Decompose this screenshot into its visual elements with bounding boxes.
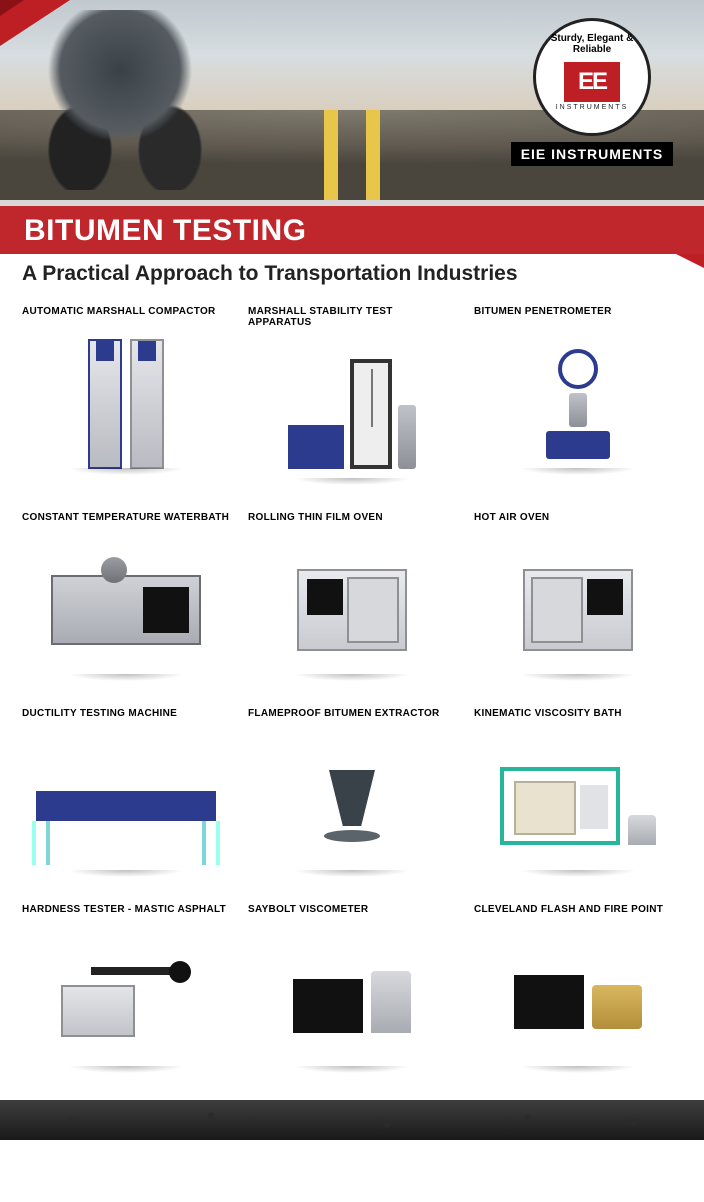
- product-title: KINEMATIC VISCOSITY BATH: [474, 708, 682, 720]
- title-band: BITUMEN TESTING: [0, 200, 704, 254]
- hero-banner: Sturdy, Elegant & Reliable EE INSTRUMENT…: [0, 0, 704, 200]
- product-title: HARDNESS TESTER - MASTIC ASPHALT: [22, 904, 230, 916]
- product-image: [474, 922, 682, 1082]
- product-card: HOT AIR OVEN: [474, 512, 682, 690]
- brand-tagline: Sturdy, Elegant & Reliable: [536, 33, 648, 55]
- product-title: SAYBOLT VISCOMETER: [248, 904, 456, 916]
- product-card: DUCTILITY TESTING MACHINE: [22, 708, 230, 886]
- product-image: [22, 530, 230, 690]
- product-image: [474, 530, 682, 690]
- product-title: MARSHALL STABILITY TEST APPARATUS: [248, 306, 456, 328]
- product-title: HOT AIR OVEN: [474, 512, 682, 524]
- product-title: ROLLING THIN FILM OVEN: [248, 512, 456, 524]
- brand-badge: Sturdy, Elegant & Reliable EE INSTRUMENT…: [508, 18, 676, 166]
- product-image: [248, 530, 456, 690]
- title-notch-icon: [676, 254, 704, 268]
- product-card: HARDNESS TESTER - MASTIC ASPHALT: [22, 904, 230, 1082]
- product-title: CONSTANT TEMPERATURE WATERBATH: [22, 512, 230, 524]
- product-image: [248, 726, 456, 886]
- product-grid: AUTOMATIC MARSHALL COMPACTOR MARSHALL ST…: [0, 302, 704, 1100]
- product-card: CONSTANT TEMPERATURE WATERBATH: [22, 512, 230, 690]
- title-top-stripe: [0, 200, 704, 206]
- product-title: CLEVELAND FLASH AND FIRE POINT: [474, 904, 682, 916]
- footer-texture: [0, 1100, 704, 1140]
- product-image: [22, 922, 230, 1082]
- brand-mark-sub: INSTRUMENTS: [556, 104, 629, 111]
- product-title: BITUMEN PENETROMETER: [474, 306, 682, 318]
- product-image: [474, 324, 682, 484]
- product-card: AUTOMATIC MARSHALL COMPACTOR: [22, 306, 230, 494]
- product-title: FLAMEPROOF BITUMEN EXTRACTOR: [248, 708, 456, 720]
- product-card: SAYBOLT VISCOMETER: [248, 904, 456, 1082]
- product-title: AUTOMATIC MARSHALL COMPACTOR: [22, 306, 230, 318]
- page: Sturdy, Elegant & Reliable EE INSTRUMENT…: [0, 0, 704, 1140]
- product-card: KINEMATIC VISCOSITY BATH: [474, 708, 682, 886]
- product-image: [248, 334, 456, 494]
- page-title: BITUMEN TESTING: [24, 214, 680, 248]
- product-image: [22, 324, 230, 484]
- product-card: MARSHALL STABILITY TEST APPARATUS: [248, 306, 456, 494]
- product-card: FLAMEPROOF BITUMEN EXTRACTOR: [248, 708, 456, 886]
- product-image: [474, 726, 682, 886]
- product-card: CLEVELAND FLASH AND FIRE POINT: [474, 904, 682, 1082]
- product-title: DUCTILITY TESTING MACHINE: [22, 708, 230, 720]
- brand-mark-icon: EE: [564, 62, 620, 102]
- brand-badge-circle: Sturdy, Elegant & Reliable EE INSTRUMENT…: [533, 18, 651, 136]
- product-card: ROLLING THIN FILM OVEN: [248, 512, 456, 690]
- product-card: BITUMEN PENETROMETER: [474, 306, 682, 494]
- corner-accent-icon: [0, 0, 70, 46]
- product-image: [22, 726, 230, 886]
- brand-name: EIE INSTRUMENTS: [511, 142, 674, 166]
- product-image: [248, 922, 456, 1082]
- page-subtitle: A Practical Approach to Transportation I…: [0, 254, 704, 302]
